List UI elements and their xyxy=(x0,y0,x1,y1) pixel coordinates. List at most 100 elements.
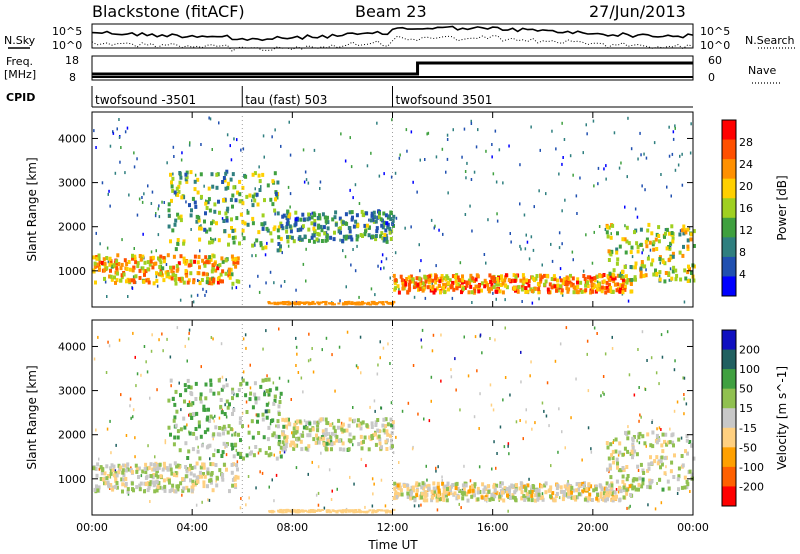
echo-cell xyxy=(692,278,696,283)
echo-cell xyxy=(170,269,174,274)
echo-cell xyxy=(418,276,422,281)
scatter-echo xyxy=(377,264,379,268)
echo-cell xyxy=(299,439,303,444)
echo-cell xyxy=(420,495,424,500)
echo-cell xyxy=(213,261,217,266)
echo-cell xyxy=(124,463,128,468)
colorbar-frame xyxy=(721,329,737,507)
scatter-echo xyxy=(308,332,310,336)
scatter-echo xyxy=(558,172,560,176)
near-range-echo xyxy=(347,300,351,303)
echo-cell xyxy=(184,465,188,469)
echo-cell xyxy=(626,449,630,454)
echo-cell xyxy=(452,287,456,292)
scatter-echo xyxy=(187,337,190,341)
echo-cell xyxy=(142,279,146,284)
echo-cell xyxy=(228,270,231,275)
echo-cell xyxy=(460,290,463,295)
echo-cell xyxy=(534,276,538,281)
echo-cell xyxy=(344,236,348,241)
near-range-echo xyxy=(282,301,286,303)
echo-cell xyxy=(182,486,186,491)
scatter-echo xyxy=(615,488,618,491)
echo-cell xyxy=(623,287,627,292)
echo-cell xyxy=(171,397,175,401)
scatter-echo xyxy=(132,275,135,279)
echo-cell xyxy=(223,178,227,183)
echo-cell xyxy=(642,471,646,475)
echo-cell xyxy=(304,446,308,451)
scatter-echo xyxy=(383,266,385,270)
echo-cell xyxy=(686,270,690,275)
echo-cell xyxy=(277,242,281,246)
scatter-echo xyxy=(98,457,100,461)
echo-cell xyxy=(496,287,499,292)
echo-cell xyxy=(665,227,669,232)
scatter-echo xyxy=(215,479,217,483)
scatter-echo xyxy=(121,238,123,242)
echo-cell xyxy=(390,431,394,436)
scatter-echo xyxy=(416,190,418,194)
scatter-echo xyxy=(399,153,401,157)
echo-cell xyxy=(631,455,634,460)
echo-cell xyxy=(591,282,595,287)
echo-cell xyxy=(436,481,440,486)
echo-cell xyxy=(657,438,661,442)
echo-cell xyxy=(356,223,360,228)
echo-cell xyxy=(215,475,219,480)
echo-cell xyxy=(254,396,258,401)
echo-cell xyxy=(308,238,311,243)
echo-cell xyxy=(169,172,172,177)
scatter-echo xyxy=(118,338,121,342)
echo-cell xyxy=(267,392,271,397)
echo-cell xyxy=(261,213,265,218)
echo-cell xyxy=(599,491,603,496)
echo-cell xyxy=(179,393,182,398)
echo-cell xyxy=(197,424,201,429)
echo-cell xyxy=(556,283,560,288)
scatter-echo xyxy=(242,337,245,341)
echo-cell xyxy=(190,208,193,213)
scatter-echo xyxy=(141,196,143,199)
noise-tick-top-left: 10^5 xyxy=(52,25,82,38)
echo-cell xyxy=(519,278,523,283)
scatter-echo xyxy=(274,128,276,132)
echo-cell xyxy=(495,483,498,488)
echo-cell xyxy=(553,277,557,282)
scatter-echo xyxy=(673,368,676,372)
scatter-echo xyxy=(353,482,355,486)
scatter-echo xyxy=(177,471,179,475)
echo-cell xyxy=(270,419,273,423)
echo-cell xyxy=(141,266,145,271)
echo-cell xyxy=(563,277,567,282)
echo-cell xyxy=(380,231,384,236)
near-range-echo xyxy=(378,301,382,304)
echo-cell xyxy=(390,211,393,216)
echo-cell xyxy=(223,427,227,432)
echo-cell xyxy=(269,452,273,457)
echo-cell xyxy=(155,467,159,471)
scatter-echo xyxy=(378,174,381,178)
echo-cell xyxy=(685,479,689,484)
scatter-echo xyxy=(493,440,495,444)
echo-cell xyxy=(394,490,398,495)
echo-cell xyxy=(263,198,266,203)
echo-cell xyxy=(218,426,222,430)
echo-cell xyxy=(668,440,672,445)
scatter-echo xyxy=(492,172,495,176)
near-range-echo xyxy=(380,301,384,304)
echo-cell xyxy=(158,258,162,263)
echo-cell xyxy=(169,467,173,472)
echo-cell xyxy=(602,497,606,502)
echo-cell xyxy=(411,279,415,284)
scatter-echo xyxy=(624,205,626,209)
scatter-echo xyxy=(186,423,188,427)
echo-cell xyxy=(672,443,675,448)
scatter-echo xyxy=(105,371,108,374)
echo-cell xyxy=(198,281,202,286)
echo-cell xyxy=(99,465,103,470)
echo-cell xyxy=(251,194,255,199)
echo-cell xyxy=(644,239,648,244)
echo-cell xyxy=(465,280,469,285)
echo-cell xyxy=(338,439,341,443)
